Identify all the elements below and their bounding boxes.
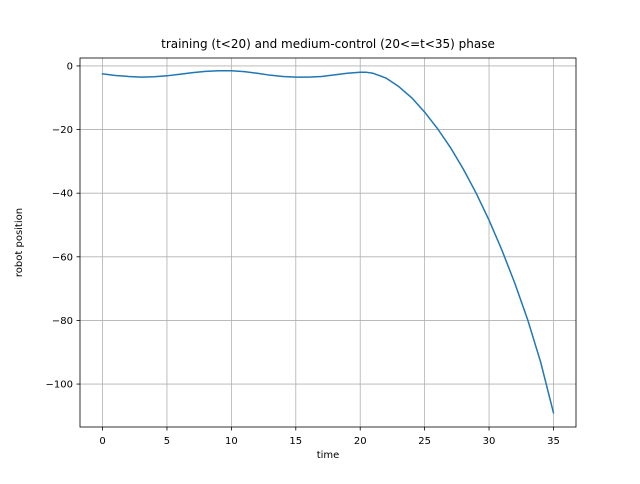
y-tick-label: −60 (52, 252, 73, 263)
x-tick-label: 20 (354, 436, 367, 447)
y-tick-label: 0 (67, 61, 73, 72)
y-tick-label: −80 (52, 316, 73, 327)
x-tick-label: 25 (418, 436, 431, 447)
x-tick-label: 0 (99, 436, 105, 447)
ticks-layer: 0 5 10 15 20 25 30 35 0 −20 −40 −60 −80 −100 (46, 61, 560, 447)
y-axis-label: robot position (14, 208, 25, 277)
x-axis-label: time (317, 450, 340, 461)
x-tick-label: 35 (547, 436, 560, 447)
x-tick-label: 10 (225, 436, 238, 447)
y-tick-label: −20 (52, 125, 73, 136)
series-layer (101, 69, 555, 414)
x-tick-label: 5 (164, 436, 170, 447)
series-line (101, 69, 555, 414)
chart-title: training (t<20) and medium-control (20<=… (161, 37, 495, 51)
grid-layer (80, 58, 576, 427)
y-tick-label: −100 (46, 380, 73, 391)
x-tick-label: 30 (483, 436, 496, 447)
plot-frame (79, 57, 577, 428)
y-tick-label: −40 (52, 189, 73, 200)
x-tick-label: 15 (289, 436, 302, 447)
